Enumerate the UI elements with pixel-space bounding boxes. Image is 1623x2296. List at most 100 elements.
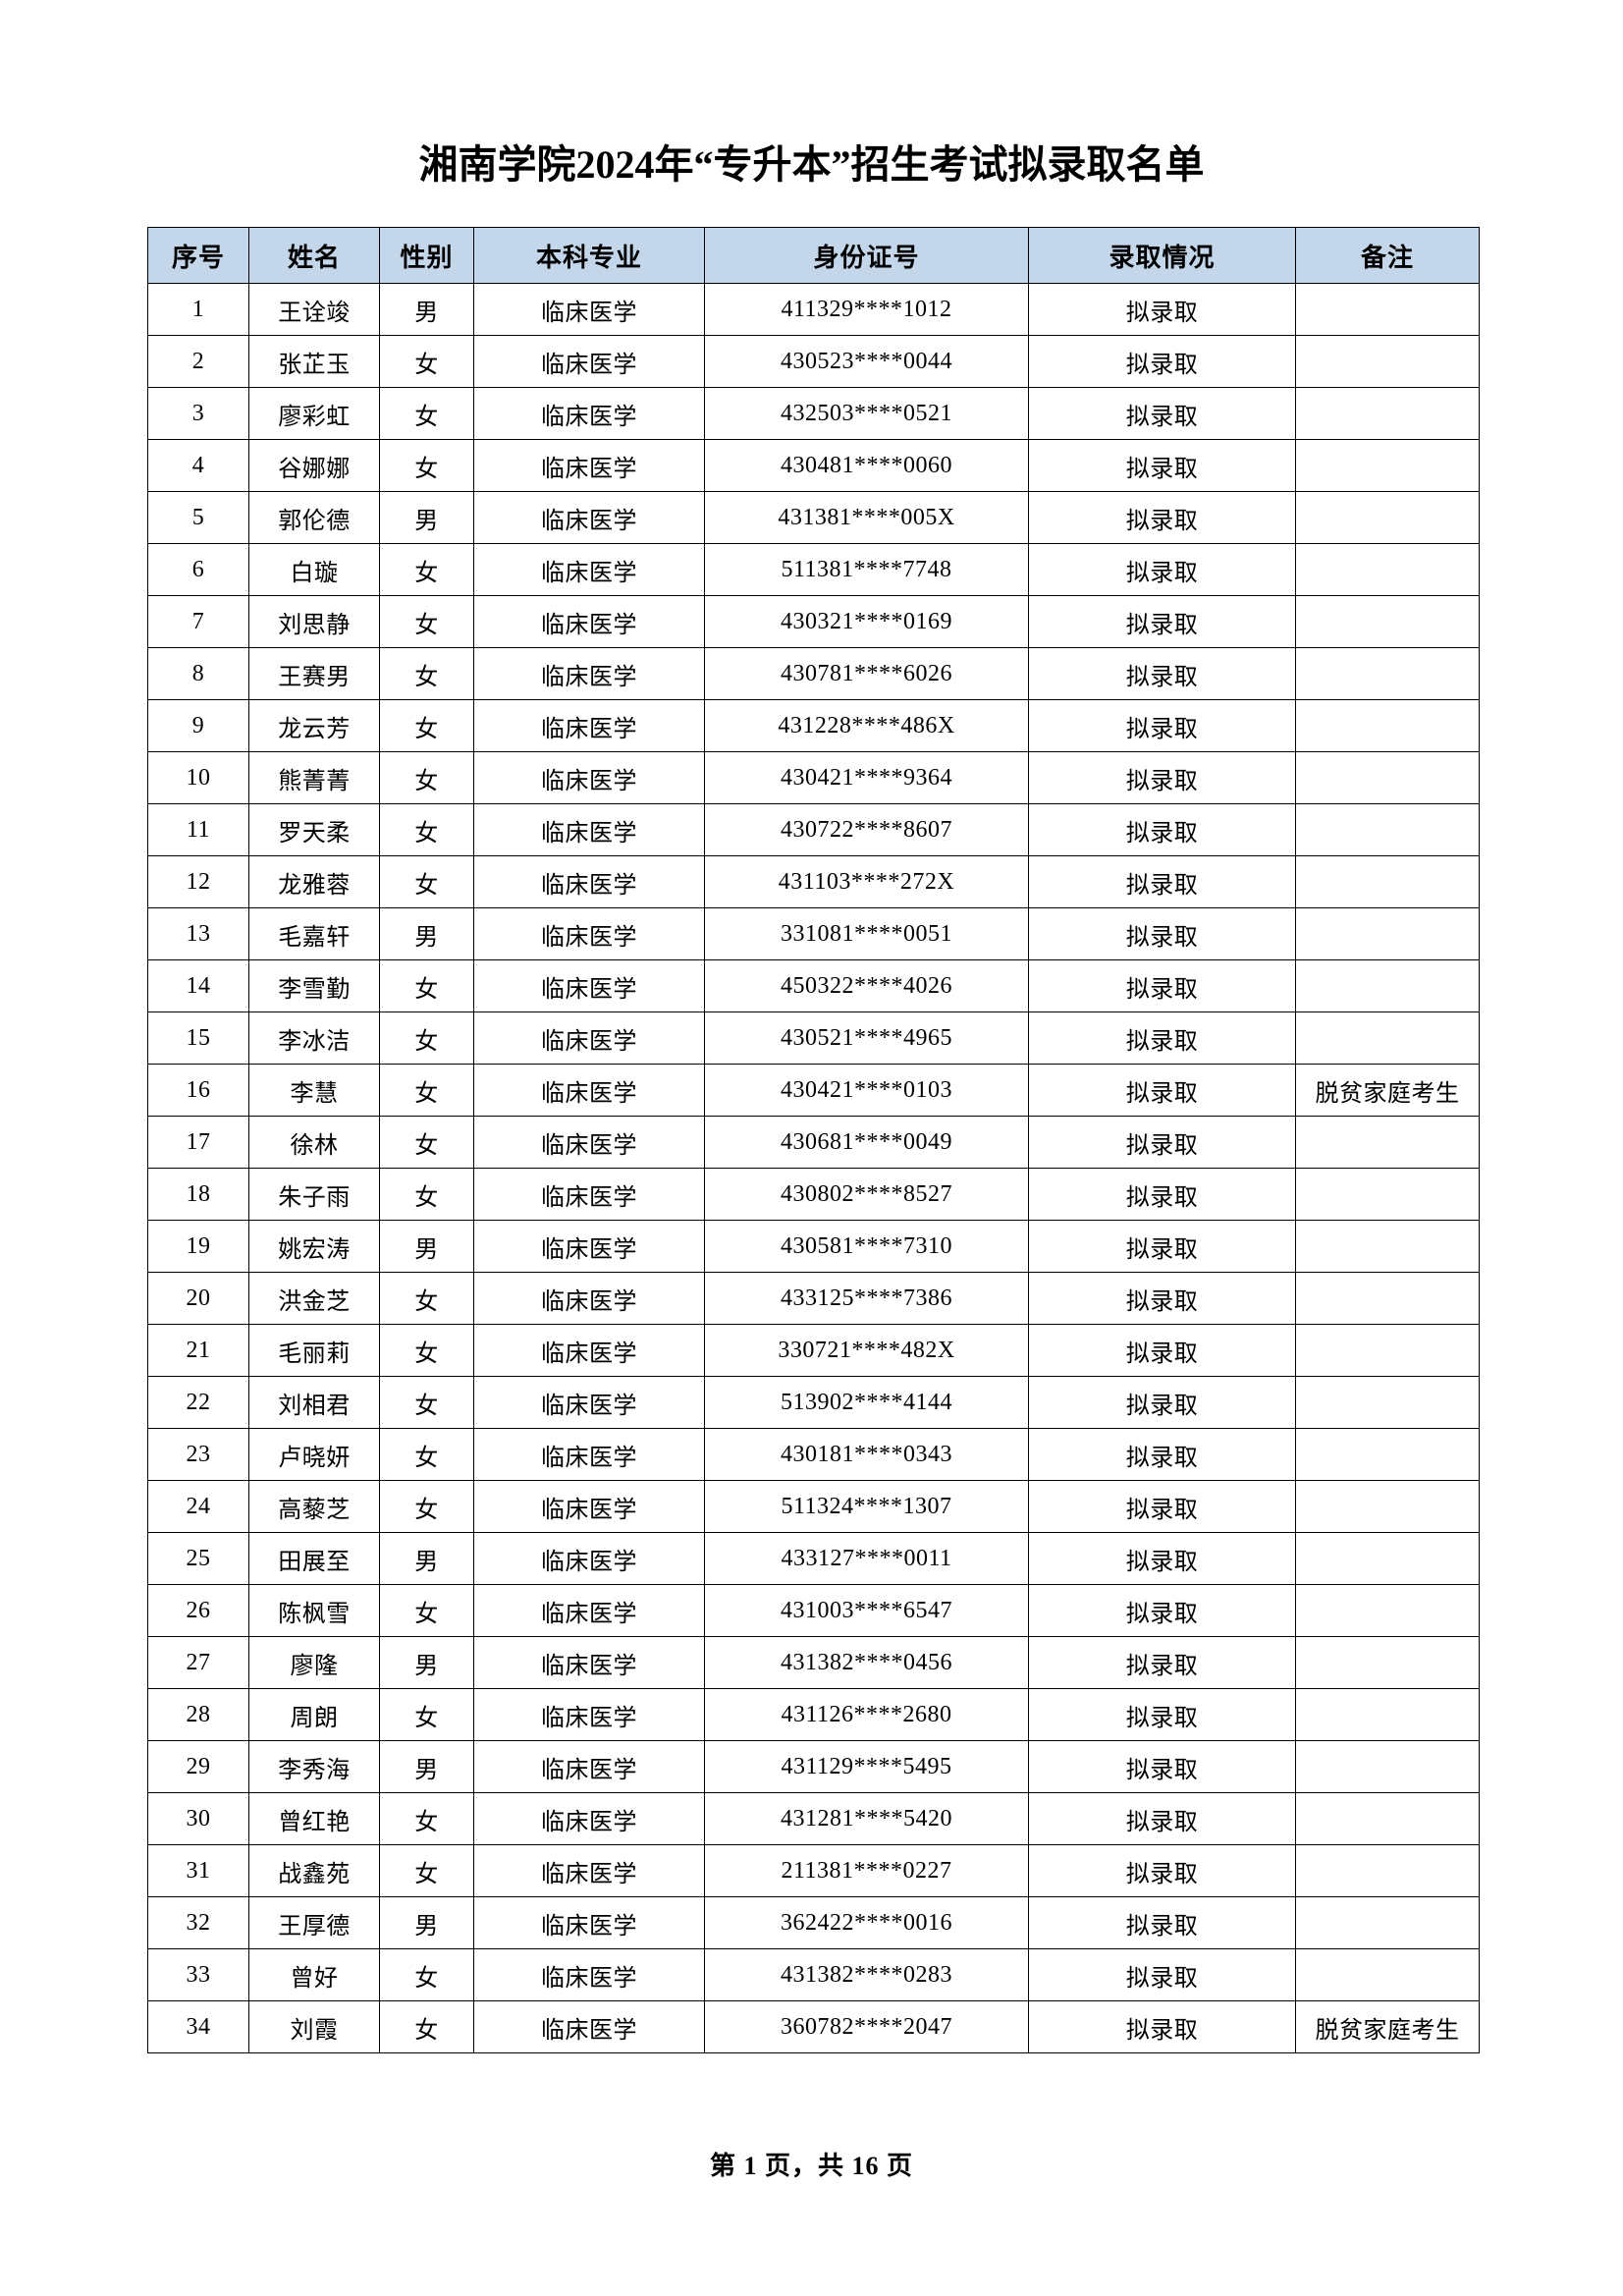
- table-row: 15 李冰洁女临床医学 430521****4965 拟录取: [147, 1011, 1480, 1065]
- cell-gender: 女: [379, 751, 474, 804]
- cell-remark: [1295, 803, 1480, 856]
- cell-major: 临床医学: [473, 1428, 705, 1481]
- cell-major: 临床医学: [473, 1480, 705, 1533]
- column-header-idcard: 身份证号: [704, 227, 1029, 284]
- cell-remark: [1295, 543, 1480, 596]
- cell-idcard: 211381****0227: [704, 1844, 1029, 1897]
- cell-gender: 女: [379, 803, 474, 856]
- cell-remark: [1295, 1636, 1480, 1689]
- cell-gender: 男: [379, 907, 474, 960]
- cell-major: 临床医学: [473, 1896, 705, 1949]
- table-header-row: 序号 姓名 性别 本科专业 身份证号 录取情况 备注: [147, 227, 1480, 284]
- cell-status: 拟录取: [1028, 647, 1296, 700]
- cell-seq: 19: [147, 1220, 249, 1273]
- cell-remark: [1295, 699, 1480, 752]
- table-row: 20 洪金芝女临床医学 433125****7386 拟录取: [147, 1272, 1480, 1325]
- cell-major: 临床医学: [473, 1116, 705, 1169]
- table-row: 2 张芷玉女临床医学 430523****0044 拟录取: [147, 335, 1480, 388]
- cell-name: 高藜芝: [248, 1480, 380, 1533]
- cell-idcard: 511381****7748: [704, 543, 1029, 596]
- table-row: 12 龙雅蓉女临床医学 431103****272X 拟录取: [147, 855, 1480, 908]
- cell-status: 拟录取: [1028, 595, 1296, 648]
- cell-gender: 女: [379, 387, 474, 440]
- cell-idcard: 511324****1307: [704, 1480, 1029, 1533]
- column-header-name: 姓名: [248, 227, 380, 284]
- cell-gender: 男: [379, 491, 474, 544]
- cell-gender: 女: [379, 1428, 474, 1481]
- table-row: 32 王厚德男临床医学 362422****0016 拟录取: [147, 1896, 1480, 1949]
- table-row: 29 李秀海男临床医学 431129****5495 拟录取: [147, 1740, 1480, 1793]
- cell-idcard: 430581****7310: [704, 1220, 1029, 1273]
- cell-name: 曾红艳: [248, 1792, 380, 1845]
- column-header-gender: 性别: [379, 227, 474, 284]
- cell-idcard: 430521****4965: [704, 1011, 1029, 1065]
- cell-gender: 女: [379, 1064, 474, 1117]
- cell-gender: 男: [379, 1896, 474, 1949]
- roster-table-container: 序号 姓名 性别 本科专业 身份证号 录取情况 备注 1 王诠竣男临床医学 4113…: [147, 227, 1480, 2053]
- cell-seq: 34: [147, 2000, 249, 2053]
- cell-seq: 25: [147, 1532, 249, 1585]
- cell-remark: [1295, 907, 1480, 960]
- cell-gender: 女: [379, 1844, 474, 1897]
- cell-seq: 5: [147, 491, 249, 544]
- cell-status: 拟录取: [1028, 1896, 1296, 1949]
- cell-status: 拟录取: [1028, 387, 1296, 440]
- cell-major: 临床医学: [473, 751, 705, 804]
- cell-gender: 女: [379, 959, 474, 1012]
- cell-seq: 6: [147, 543, 249, 596]
- table-row: 19 姚宏涛男临床医学 430581****7310 拟录取: [147, 1220, 1480, 1273]
- cell-status: 拟录取: [1028, 1480, 1296, 1533]
- table-row: 24 高藜芝女临床医学 511324****1307 拟录取: [147, 1480, 1480, 1533]
- cell-status: 拟录取: [1028, 1532, 1296, 1585]
- cell-idcard: 431129****5495: [704, 1740, 1029, 1793]
- cell-major: 临床医学: [473, 595, 705, 648]
- table-row: 9 龙云芳女临床医学 431228****486X 拟录取: [147, 699, 1480, 752]
- cell-seq: 14: [147, 959, 249, 1012]
- cell-name: 廖隆: [248, 1636, 380, 1689]
- cell-major: 临床医学: [473, 1792, 705, 1845]
- cell-status: 拟录取: [1028, 1272, 1296, 1325]
- cell-major: 临床医学: [473, 855, 705, 908]
- table-row: 33 曾好女临床医学 431382****0283 拟录取: [147, 1948, 1480, 2001]
- cell-remark: [1295, 647, 1480, 700]
- cell-major: 临床医学: [473, 543, 705, 596]
- cell-remark: 脱贫家庭考生: [1295, 2000, 1480, 2053]
- cell-major: 临床医学: [473, 1740, 705, 1793]
- cell-status: 拟录取: [1028, 335, 1296, 388]
- cell-gender: 女: [379, 1948, 474, 2001]
- cell-gender: 女: [379, 1584, 474, 1637]
- cell-idcard: 362422****0016: [704, 1896, 1029, 1949]
- table-body: 1 王诠竣男临床医学 411329****1012 拟录取 2 张芷玉女临床医学 43052…: [147, 283, 1480, 2053]
- cell-name: 廖彩虹: [248, 387, 380, 440]
- cell-status: 拟录取: [1028, 491, 1296, 544]
- cell-status: 拟录取: [1028, 1011, 1296, 1065]
- cell-remark: [1295, 855, 1480, 908]
- cell-idcard: 430523****0044: [704, 335, 1029, 388]
- cell-remark: [1295, 1792, 1480, 1845]
- cell-status: 拟录取: [1028, 1064, 1296, 1117]
- cell-seq: 27: [147, 1636, 249, 1689]
- cell-status: 拟录取: [1028, 907, 1296, 960]
- cell-status: 拟录取: [1028, 1636, 1296, 1689]
- cell-name: 郭伦德: [248, 491, 380, 544]
- cell-name: 谷娜娜: [248, 439, 380, 492]
- cell-remark: 脱贫家庭考生: [1295, 1064, 1480, 1117]
- cell-gender: 女: [379, 1376, 474, 1429]
- cell-status: 拟录取: [1028, 543, 1296, 596]
- cell-status: 拟录取: [1028, 2000, 1296, 2053]
- cell-major: 临床医学: [473, 335, 705, 388]
- cell-remark: [1295, 1532, 1480, 1585]
- cell-remark: [1295, 1011, 1480, 1065]
- cell-gender: 女: [379, 335, 474, 388]
- cell-gender: 男: [379, 1532, 474, 1585]
- cell-remark: [1295, 1324, 1480, 1377]
- cell-remark: [1295, 1480, 1480, 1533]
- page-footer: 第 1 页，共 16 页: [709, 2152, 913, 2180]
- cell-seq: 9: [147, 699, 249, 752]
- cell-remark: [1295, 751, 1480, 804]
- table-header: 序号 姓名 性别 本科专业 身份证号 录取情况 备注: [147, 227, 1480, 284]
- cell-remark: [1295, 1844, 1480, 1897]
- table-row: 7 刘思静女临床医学 430321****0169 拟录取: [147, 595, 1480, 648]
- cell-name: 刘思静: [248, 595, 380, 648]
